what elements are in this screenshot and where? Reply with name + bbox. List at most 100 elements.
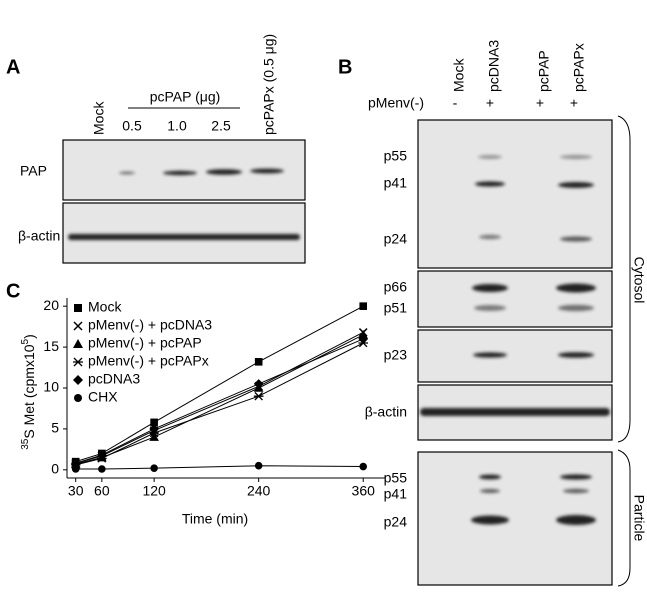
marker <box>73 321 83 331</box>
bracket <box>617 115 631 443</box>
y-label-part: S Met (cpmx10 <box>21 344 37 438</box>
y-tick-label: 5 <box>51 420 59 436</box>
band <box>560 154 592 160</box>
x-tick-label: 120 <box>142 483 166 499</box>
y-axis-label: 35S Met (cpmx105) <box>20 334 37 450</box>
marker <box>74 304 82 312</box>
panel-label: A <box>6 56 20 78</box>
band <box>563 488 589 494</box>
marker <box>253 379 264 389</box>
marker <box>97 450 107 460</box>
legend-label: CHX <box>88 389 118 405</box>
row-label: PAP <box>20 163 47 179</box>
marker <box>73 357 83 367</box>
lane-label: pcPAPx <box>571 43 587 92</box>
band-label: p24 <box>384 514 408 530</box>
band <box>163 170 197 176</box>
y-tick-label: 20 <box>43 297 59 313</box>
band-label: p41 <box>384 486 408 502</box>
legend-label: pMenv(-) + pcPAPx <box>88 353 209 369</box>
lane-label: 0.5 <box>122 118 142 134</box>
marker <box>74 394 82 402</box>
legend-label: Mock <box>88 299 122 315</box>
band <box>558 182 594 188</box>
band-label: p23 <box>384 347 408 363</box>
bracket <box>617 449 631 587</box>
band <box>480 489 500 493</box>
marker <box>150 464 158 472</box>
y-tick-label: 10 <box>43 379 59 395</box>
lane-label: pcDNA3 <box>486 40 502 92</box>
band <box>556 283 596 293</box>
band-label: p55 <box>384 148 408 164</box>
x-axis-label: Time (min) <box>182 511 248 527</box>
lane-label: 1.0 <box>167 118 187 134</box>
marker <box>359 462 368 471</box>
band <box>471 515 509 525</box>
marker <box>253 391 264 401</box>
lane-label: pcPAPx (0.5 μg) <box>261 34 277 135</box>
x-tick-label: 360 <box>352 483 376 499</box>
sign: - <box>453 95 458 111</box>
marker <box>149 424 159 434</box>
band <box>560 236 592 242</box>
band-label: p24 <box>384 231 408 247</box>
group-label: Cytosol <box>631 257 647 304</box>
band <box>479 234 501 240</box>
lane-label: Mock <box>91 101 107 135</box>
marker <box>254 358 263 366</box>
band <box>474 305 506 311</box>
band <box>560 474 592 480</box>
y-label-part: 5 <box>20 338 31 344</box>
line-chart: 0 5 10 15 20 30 60 120 240 360 Mock pMenv(-) + pcDN… <box>43 297 385 499</box>
blot <box>417 270 613 328</box>
panel-label: B <box>338 56 352 78</box>
band <box>479 474 501 480</box>
x-tick-label: 240 <box>247 483 271 499</box>
band <box>475 181 505 187</box>
legend-label: pcDNA3 <box>88 371 140 387</box>
band <box>478 155 502 159</box>
band <box>420 408 610 416</box>
lane-label: 2.5 <box>211 118 231 134</box>
x-tick-label: 30 <box>68 483 84 499</box>
lane-label: Mock <box>451 58 467 92</box>
sign: + <box>536 95 544 111</box>
band <box>250 168 284 174</box>
band-label: β-actin <box>365 404 407 420</box>
marker <box>73 375 83 385</box>
band-label: p55 <box>384 470 408 486</box>
group-label: Particle <box>631 495 647 542</box>
y-label-part: 35 <box>20 438 31 450</box>
marker <box>70 458 81 469</box>
band <box>473 352 507 358</box>
x-tick-label: 60 <box>94 483 110 499</box>
band <box>472 284 508 292</box>
y-tick-label: 0 <box>51 461 59 477</box>
panel-label: C <box>6 280 20 302</box>
row-label: β-actin <box>18 228 60 244</box>
marker <box>358 334 369 344</box>
marker <box>254 461 263 470</box>
series-line <box>75 465 364 470</box>
marker <box>73 339 83 348</box>
blot <box>417 119 613 269</box>
marker <box>359 302 368 310</box>
band <box>68 234 300 240</box>
band-label: p41 <box>384 175 408 191</box>
lane-label: pcPAP (μg) <box>150 89 221 105</box>
legend-label: pMenv(-) + pcDNA3 <box>88 317 212 333</box>
band <box>558 304 594 312</box>
band <box>206 169 242 175</box>
marker <box>149 432 159 441</box>
lane-label: pcPAP <box>536 50 552 92</box>
band <box>558 352 594 358</box>
band <box>556 515 596 525</box>
marker <box>150 418 158 427</box>
band <box>119 171 135 175</box>
band-label: p51 <box>384 300 408 316</box>
marker <box>71 465 80 473</box>
bands <box>420 154 610 525</box>
blot <box>62 202 306 264</box>
